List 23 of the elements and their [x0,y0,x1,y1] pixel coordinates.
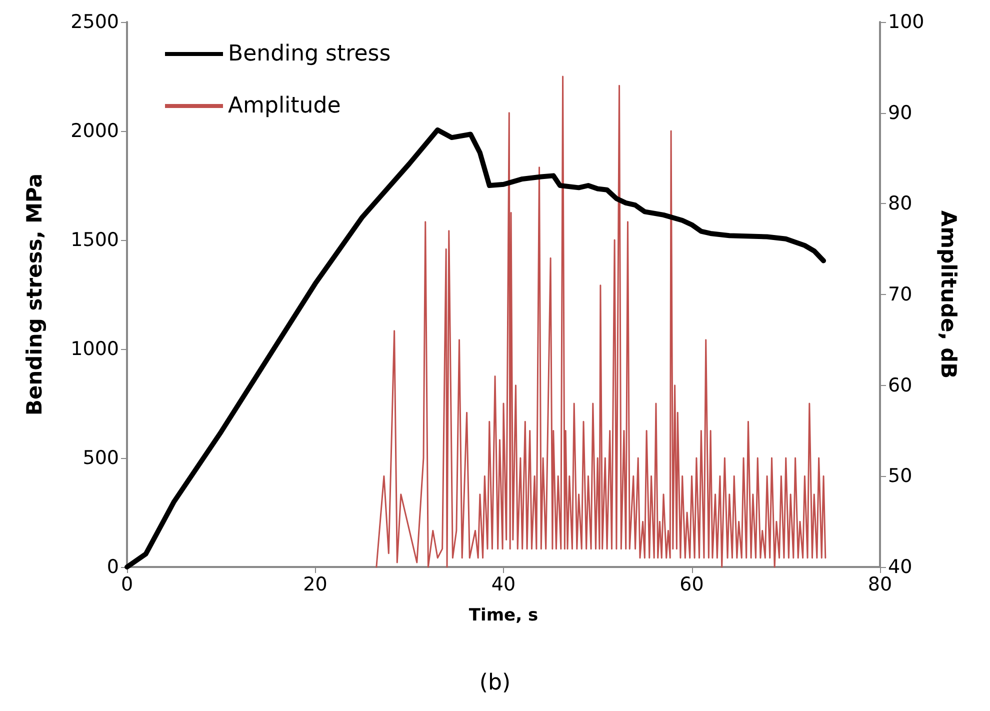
x-axis-title: Time, s [468,606,538,626]
x-tick-label: 0 [120,574,134,596]
y2-tick-label: 50 [888,465,912,488]
y-tick-label: 0 [106,556,119,578]
x-tick-label: 20 [303,574,328,596]
y-tick-label: 500 [82,447,119,469]
y2-tick-label: 70 [888,284,912,306]
y-tick-label: 2000 [70,120,119,142]
x-tick-label: 60 [680,574,704,596]
line-series [376,76,826,568]
y2-tick-label: 80 [888,192,912,215]
y2-tick-label: 100 [888,11,924,33]
x-tick-label: 40 [491,574,516,596]
y2-tick-label: 90 [888,102,912,124]
legend-label: Bending stress [228,42,391,66]
y-tick-label: 1500 [70,229,119,251]
legend-label: Amplitude [228,94,341,118]
y-tick-label: 2500 [70,11,119,33]
y-axis-title: Bending stress, MPa [22,173,46,416]
y2-tick-label: 60 [888,374,912,396]
text: (b) [479,670,511,696]
y2-axis-title: Amplitude, dB [936,210,960,379]
y-tick-label: 1000 [70,338,119,360]
